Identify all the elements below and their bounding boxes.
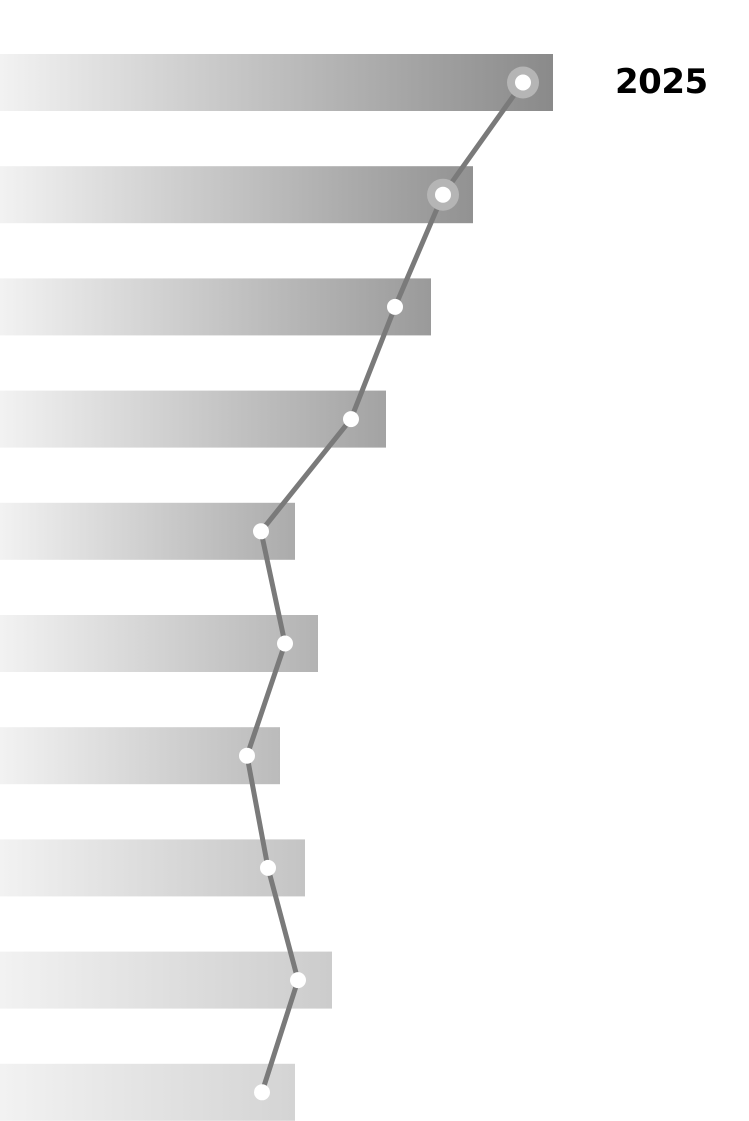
line-group: [244, 80, 526, 1095]
bar-5: [0, 502, 295, 560]
bar-2: [0, 166, 473, 224]
point-marker-3: [387, 298, 403, 315]
point-marker-5: [253, 523, 269, 540]
point-marker-10: [254, 1084, 270, 1101]
point-marker-8: [260, 859, 276, 876]
point-marker-2: [435, 186, 451, 203]
year-label: 2025: [615, 62, 708, 102]
bar-9: [0, 951, 332, 1009]
bar-3: [0, 278, 431, 336]
point-5: [253, 523, 269, 540]
point-2: [427, 178, 459, 211]
markers-group: [239, 66, 539, 1101]
point-3: [387, 298, 403, 315]
point-8: [260, 859, 276, 876]
bar-1: [0, 54, 553, 111]
point-7: [239, 747, 255, 764]
point-marker-7: [239, 747, 255, 764]
point-1: [507, 66, 539, 99]
bar-4: [0, 390, 386, 448]
point-6: [277, 635, 293, 652]
bar-7: [0, 727, 280, 785]
bars-group: [0, 54, 553, 1121]
point-marker-4: [343, 411, 359, 428]
trend-line: [244, 80, 526, 1095]
point-4: [343, 411, 359, 428]
point-marker-6: [277, 635, 293, 652]
point-marker-9: [290, 972, 306, 989]
bar-8: [0, 839, 305, 897]
point-9: [290, 972, 306, 989]
bar-10: [0, 1063, 295, 1121]
bar-6: [0, 615, 318, 672]
point-10: [254, 1084, 270, 1101]
point-marker-1: [515, 74, 531, 91]
